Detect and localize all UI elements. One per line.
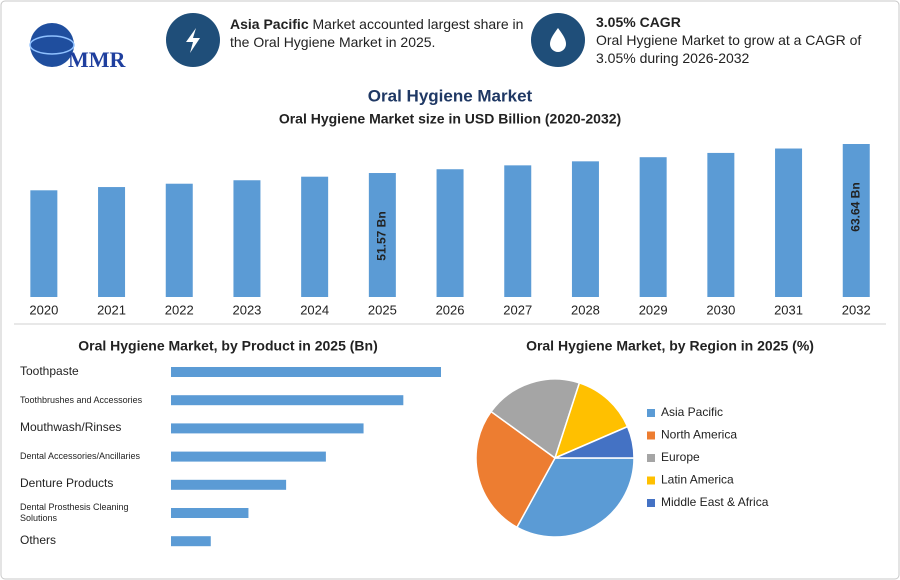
x-tick-label: 2026 [436, 302, 465, 317]
x-tick-label: 2031 [774, 302, 803, 317]
bar [171, 536, 211, 547]
bar [707, 152, 735, 297]
logo-globe [30, 23, 74, 67]
x-tick-label: 2022 [165, 302, 194, 317]
x-tick-label: 2032 [842, 302, 871, 317]
bar [171, 508, 249, 518]
x-tick-label: 2023 [232, 302, 261, 317]
chart-title: Oral Hygiene Market, by Product in 2025 … [78, 338, 378, 354]
category-label: Dental Prosthesis Cleaning Solutions [20, 502, 129, 523]
x-tick-label: 2021 [97, 302, 126, 317]
x-tick-label: 2028 [571, 302, 600, 317]
stat-highlight: Asia Pacific [230, 16, 309, 32]
legend-label: Asia Pacific [661, 405, 723, 419]
bar [171, 367, 441, 377]
bar [171, 451, 326, 462]
legend-swatch [647, 499, 655, 507]
pie-slice [553, 381, 629, 460]
chart-title: Oral Hygiene Market size in USD Billion … [279, 111, 621, 127]
bar [639, 157, 667, 297]
x-tick-label: 2027 [503, 302, 532, 317]
category-label: Denture Products [20, 476, 114, 491]
bar [301, 176, 329, 297]
stat-text: Asia Pacific Market accounted largest sh… [230, 15, 525, 51]
bar [171, 479, 287, 490]
category-label: Toothpaste [20, 363, 79, 378]
stat-highlight: 3.05% CAGR [596, 14, 681, 30]
legend-swatch [647, 476, 655, 485]
value-label: 51.57 Bn [375, 211, 389, 260]
legend-swatch [647, 409, 655, 417]
legend-label: Middle East & Africa [661, 495, 769, 509]
legend-label: Europe [661, 450, 700, 464]
pie-slice [475, 410, 556, 529]
pie-slice [490, 378, 581, 460]
legend-label: North America [661, 428, 737, 442]
bar [171, 395, 404, 406]
stat-body: Market accounted largest share in the Or… [230, 16, 524, 50]
bar [842, 144, 870, 297]
pie-slice [515, 457, 635, 538]
bar [233, 180, 261, 297]
lightning-icon [186, 28, 200, 53]
bar [775, 148, 803, 297]
stat-body: Oral Hygiene Market to grow at a CAGR of… [596, 32, 862, 66]
bar [368, 173, 396, 297]
x-tick-label: 2024 [300, 302, 329, 317]
x-tick-label: 2025 [368, 302, 397, 317]
x-tick-label: 2030 [706, 302, 735, 317]
bar [504, 165, 532, 297]
category-label: Dental Accessories/Ancillaries [20, 451, 141, 462]
main-title: Oral Hygiene Market [368, 86, 533, 105]
bar [571, 161, 599, 297]
bar [171, 423, 364, 434]
pie-slice [554, 425, 635, 459]
bar [98, 187, 126, 297]
logo-orbit [29, 35, 75, 55]
chart-title: Oral Hygiene Market, by Region in 2025 (… [526, 338, 814, 354]
logo-text: MMR [68, 47, 127, 72]
legend-swatch [647, 431, 655, 440]
growth-icon [550, 28, 566, 52]
category-label: Others [20, 532, 57, 547]
bar [436, 169, 464, 297]
bar [165, 183, 193, 297]
x-tick-label: 2029 [639, 302, 668, 317]
stat-text: 3.05% CAGR Oral Hygiene Market to grow at… [596, 13, 881, 67]
legend-swatch [647, 454, 655, 462]
bar [30, 190, 58, 297]
category-label: Toothbrushes and Accessories [20, 394, 143, 405]
legend-label: Latin America [661, 473, 734, 487]
x-tick-label: 2020 [29, 302, 58, 317]
category-label: Mouthwash/Rinses [20, 419, 122, 434]
value-label: 63.64 Bn [848, 182, 862, 231]
